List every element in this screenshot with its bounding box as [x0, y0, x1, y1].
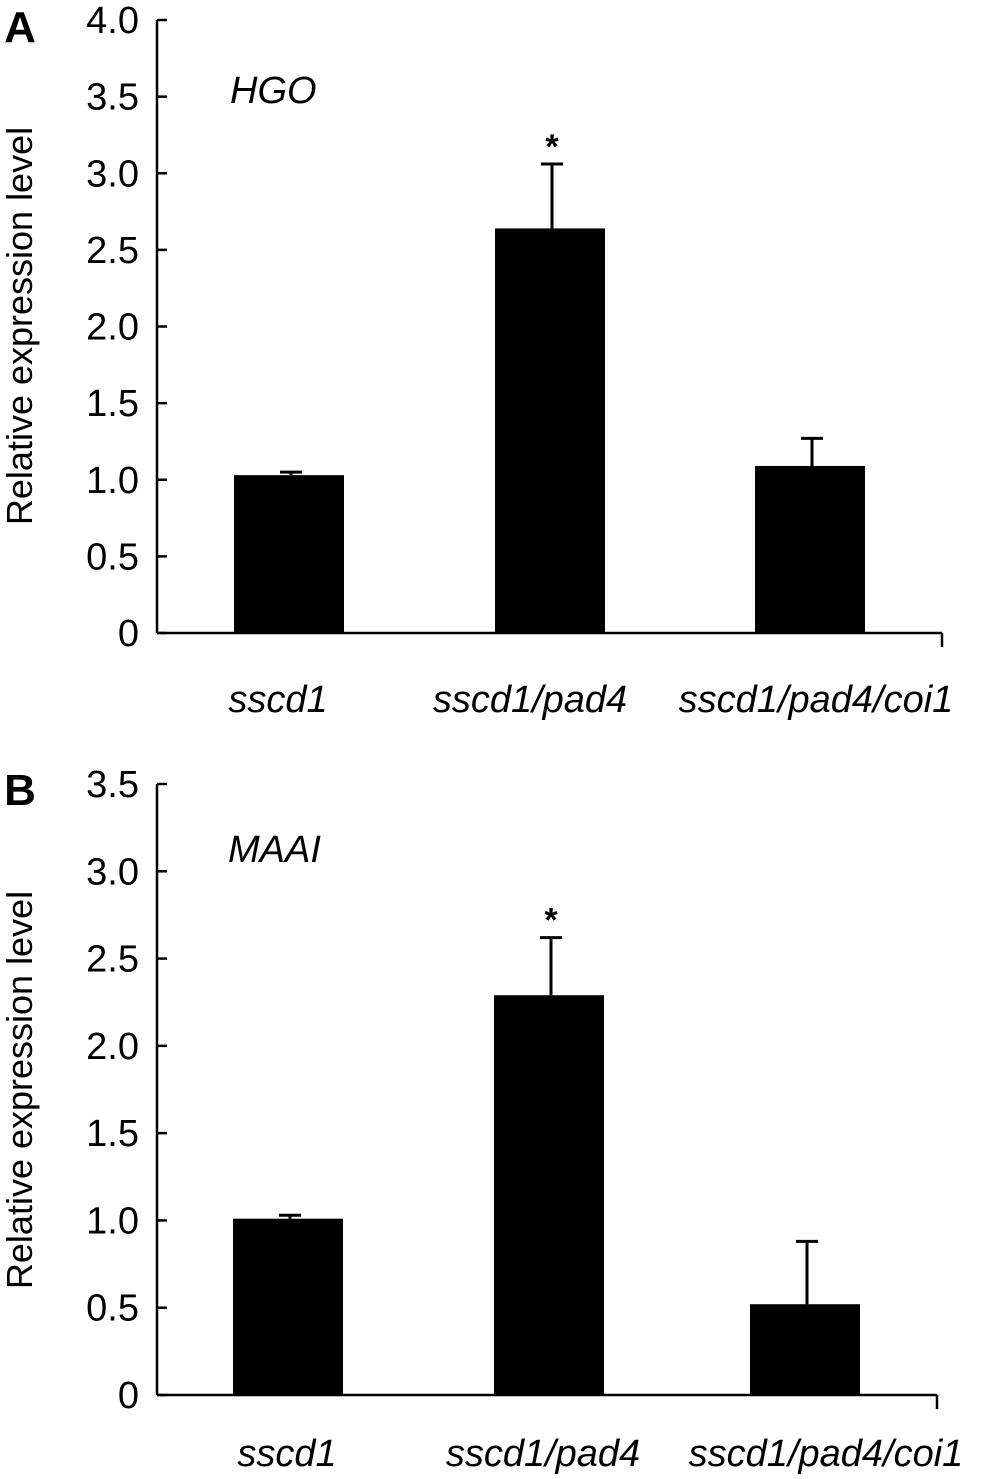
panel-a: 0 0.5 1.0 1.5 2.0 2.5 3.0 3.5 4.0 sscd1 * sscd1/pad… [0, 0, 953, 721]
y-axis-label: Relative expression level [0, 891, 40, 1289]
bar [755, 465, 865, 633]
significance-mark: * [544, 902, 558, 940]
y-tick-label: 2.0 [86, 307, 139, 349]
category-label: sscd1/pad4/coi1 [679, 679, 954, 721]
y-tick-label: 2.5 [86, 939, 139, 981]
category-label: sscd1/pad4 [446, 1433, 640, 1475]
category-label: sscd1/pad4 [433, 679, 627, 721]
y-tick-label: 2.0 [86, 1026, 139, 1068]
y-tick-label: 0.5 [86, 536, 139, 578]
y-tick-label: 2.5 [86, 230, 139, 272]
category-label: sscd1 [237, 1433, 336, 1475]
bar [233, 1218, 343, 1395]
y-tick-label: 4.0 [86, 0, 139, 42]
y-tick-label: 3.5 [86, 764, 139, 806]
panel-label: B [4, 766, 36, 815]
y-tick-label: 1.5 [86, 1113, 139, 1155]
y-tick-label: 0.5 [86, 1288, 139, 1330]
y-tick-label: 3.0 [86, 153, 139, 195]
y-tick-label: 1.5 [86, 383, 139, 425]
y-tick-label: 0 [118, 613, 139, 655]
y-tick-label: 1.0 [86, 460, 139, 502]
gene-annotation: HGO [230, 70, 317, 112]
significance-mark: * [545, 128, 559, 166]
gene-annotation: MAAI [228, 829, 321, 871]
y-axis-label: Relative expression level [0, 127, 40, 525]
panel-label: A [4, 3, 36, 52]
y-tick-label: 0 [118, 1375, 139, 1417]
category-label: sscd1 [228, 679, 327, 721]
bar [494, 995, 604, 1395]
bar [495, 228, 605, 634]
panel-b: 0 0.5 1.0 1.5 2.0 2.5 3.0 3.5 sscd1 * sscd1/pad4 ss… [0, 764, 963, 1475]
bar [234, 475, 344, 633]
category-label: sscd1/pad4/coi1 [689, 1433, 964, 1475]
y-tick-label: 1.0 [86, 1200, 139, 1242]
bar [750, 1304, 860, 1395]
y-tick-label: 3.5 [86, 77, 139, 119]
y-tick-label: 3.0 [86, 851, 139, 893]
